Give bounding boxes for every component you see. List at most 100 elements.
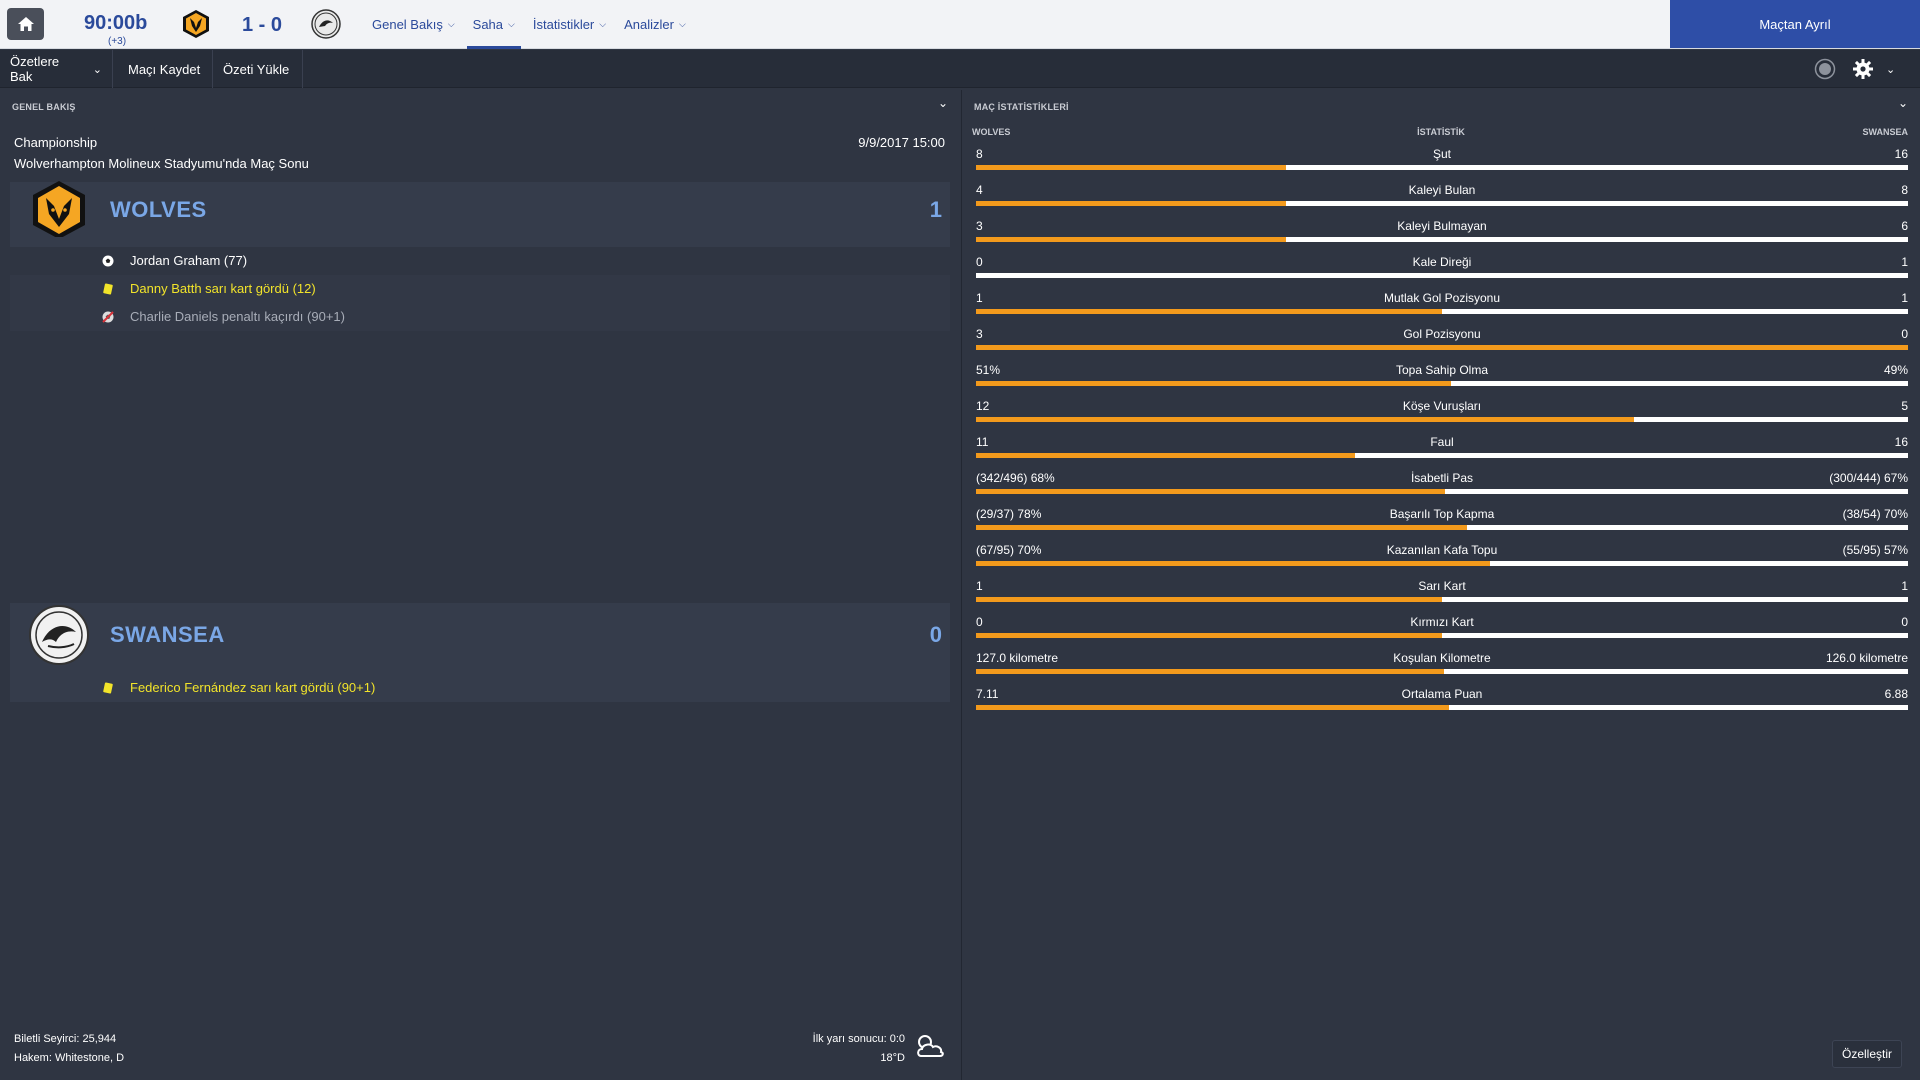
- stat-home-value: 11: [976, 435, 989, 449]
- match-stats-panel: MAÇ İSTATİSTİKLERİ ⌄ WOLVES İSTATİSTİK S…: [961, 90, 1920, 1080]
- nav-overview[interactable]: Genel Bakış ⌵: [363, 0, 464, 49]
- nav-statistics[interactable]: İstatistikler ⌵: [524, 0, 615, 49]
- stat-row: 3 Kaleyi Bulmayan 6: [976, 215, 1908, 251]
- stat-comparison-bar: [976, 165, 1908, 170]
- stat-comparison-bar: [976, 417, 1908, 422]
- stat-away-value: 1: [1901, 255, 1908, 269]
- stat-comparison-bar: [976, 309, 1908, 314]
- stat-comparison-bar: [976, 489, 1908, 494]
- collapse-chevron-icon[interactable]: ⌄: [937, 96, 948, 110]
- away-team-score: 0: [929, 622, 942, 647]
- stat-away-value: 8: [1901, 183, 1908, 197]
- overview-panel-title: GENEL BAKIŞ: [12, 102, 76, 112]
- stat-away-value: 0: [1901, 327, 1908, 341]
- settings-button[interactable]: ⌄: [1852, 50, 1908, 88]
- stat-comparison-bar: [976, 201, 1908, 206]
- stat-label: Kale Direği: [1412, 255, 1472, 269]
- swansea-crest-icon[interactable]: [28, 604, 90, 666]
- stat-row: 0 Kale Direği 1: [976, 251, 1908, 287]
- home-team-header: WOLVES 1: [10, 181, 950, 239]
- stat-home-bar-fill: [976, 201, 1287, 206]
- top-bar: 90:00b (+3) 1 - 0 Genel Bakış ⌵ Saha ⌵ İst…: [0, 0, 1920, 49]
- stat-home-bar-fill: [976, 705, 1450, 710]
- away-team-name[interactable]: SWANSEA: [110, 622, 225, 647]
- save-match-label: Maçı Kaydet: [128, 61, 201, 77]
- stat-home-value: 4: [976, 183, 983, 197]
- stat-away-value: 1: [1901, 579, 1908, 593]
- referee: Hakem: Whitestone, D: [14, 1052, 125, 1064]
- stat-away-value: 6: [1901, 219, 1908, 233]
- stat-label: Kaleyi Bulan: [1408, 183, 1476, 197]
- stat-home-bar-fill: [976, 669, 1444, 674]
- stat-home-value: (342/496) 68%: [976, 471, 1055, 485]
- added-time: (+3): [108, 36, 127, 47]
- stat-comparison-bar: [976, 453, 1908, 458]
- stat-label: Gol Pozisyonu: [1403, 327, 1481, 341]
- wolves-crest-icon[interactable]: [28, 179, 90, 241]
- nav-analysis-label: Analizler: [624, 17, 674, 32]
- stat-row: 7.11 Ortalama Puan 6.88: [976, 683, 1908, 719]
- score-header: 1 - 0: [242, 14, 283, 36]
- stat-away-value: 16: [1894, 147, 1908, 161]
- collapse-chevron-icon[interactable]: ⌄: [1897, 96, 1908, 110]
- stat-row: (67/95) 70% Kazanılan Kafa Topu (55/95) 57…: [976, 539, 1908, 575]
- stat-comparison-bar: [976, 597, 1908, 602]
- stat-away-value: (55/95) 57%: [1842, 543, 1908, 557]
- yellow-card-icon: [103, 283, 113, 295]
- stat-home-value: 3: [976, 219, 983, 233]
- stat-home-value: 3: [976, 327, 983, 341]
- stat-label: Başarılı Top Kapma: [1389, 507, 1495, 521]
- nav-pitch[interactable]: Saha ⌵: [464, 0, 524, 49]
- stat-row: 127.0 kilometre Koşulan Kilometre 126.0 ki…: [976, 647, 1908, 683]
- view-highlights-button[interactable]: Özetlere Bak ⌄: [0, 50, 113, 88]
- stats-col-stat: İSTATİSTİK: [1417, 127, 1465, 137]
- stat-label: Koşulan Kilometre: [1393, 651, 1491, 665]
- stat-away-value: 126.0 kilometre: [1825, 651, 1908, 665]
- stat-home-bar-fill: [976, 561, 1490, 566]
- stat-row: 12 Köşe Vuruşları 5: [976, 395, 1908, 431]
- home-team-spacer: [10, 237, 950, 247]
- away-team-badge-icon[interactable]: [311, 9, 341, 39]
- home-team-badge-icon[interactable]: [181, 9, 211, 39]
- stat-home-value: 51%: [976, 363, 1001, 377]
- match-clock: 90:00b: [84, 12, 148, 34]
- stat-home-bar-fill: [976, 489, 1445, 494]
- temperature: 18°D: [880, 1052, 905, 1064]
- stat-away-value: 16: [1894, 435, 1908, 449]
- stat-row: (29/37) 78% Başarılı Top Kapma (38/54) 70%: [976, 503, 1908, 539]
- stat-row: 1 Sarı Kart 1: [976, 575, 1908, 611]
- stat-row: 0 Kırmızı Kart 0: [976, 611, 1908, 647]
- chevron-down-icon: ⌵: [508, 19, 515, 29]
- stat-away-value: 5: [1901, 399, 1908, 413]
- save-match-button[interactable]: Maçı Kaydet: [118, 50, 213, 88]
- yellow-card-icon: [103, 682, 113, 694]
- record-toggle[interactable]: [1814, 50, 1836, 88]
- stat-home-bar-fill: [976, 237, 1287, 242]
- halftime-result: İlk yarı sonucu: 0:0: [812, 1033, 905, 1045]
- load-highlights-button[interactable]: Özeti Yükle: [213, 50, 303, 88]
- stat-home-value: (29/37) 78%: [976, 507, 1042, 521]
- leave-match-button[interactable]: Maçtan Ayrıl: [1670, 0, 1920, 48]
- away-event-yellow-card: Federico Fernández sarı kart gördü (90+1…: [10, 674, 950, 702]
- customize-button[interactable]: Özelleştir: [1831, 1040, 1902, 1068]
- stat-home-value: 0: [976, 615, 983, 629]
- match-datetime: 9/9/2017 15:00: [858, 135, 945, 150]
- match-stats-title: MAÇ İSTATİSTİKLERİ: [974, 102, 1069, 112]
- stat-label: Köşe Vuruşları: [1402, 399, 1482, 413]
- stat-home-bar-fill: [976, 417, 1634, 422]
- nav-analysis[interactable]: Analizler ⌵: [615, 0, 695, 49]
- chevron-down-icon: ⌵: [678, 19, 686, 29]
- home-team-name[interactable]: WOLVES: [110, 197, 207, 222]
- home-event-yellow-card-text: Danny Batth sarı kart gördü (12): [130, 281, 316, 296]
- stat-away-value: (300/444) 67%: [1829, 471, 1908, 485]
- stat-away-value: 49%: [1883, 363, 1908, 377]
- stat-row: 8 Şut 16: [976, 143, 1908, 179]
- stat-home-bar-fill: [976, 345, 1908, 350]
- missed-penalty-icon: [102, 311, 114, 323]
- record-icon: [1814, 58, 1836, 80]
- stat-home-bar-fill: [976, 525, 1468, 530]
- nav-statistics-label: İstatistikler: [532, 17, 595, 32]
- home-button[interactable]: [7, 8, 44, 40]
- stat-comparison-bar: [976, 633, 1908, 638]
- stat-label: Kazanılan Kafa Topu: [1386, 543, 1498, 557]
